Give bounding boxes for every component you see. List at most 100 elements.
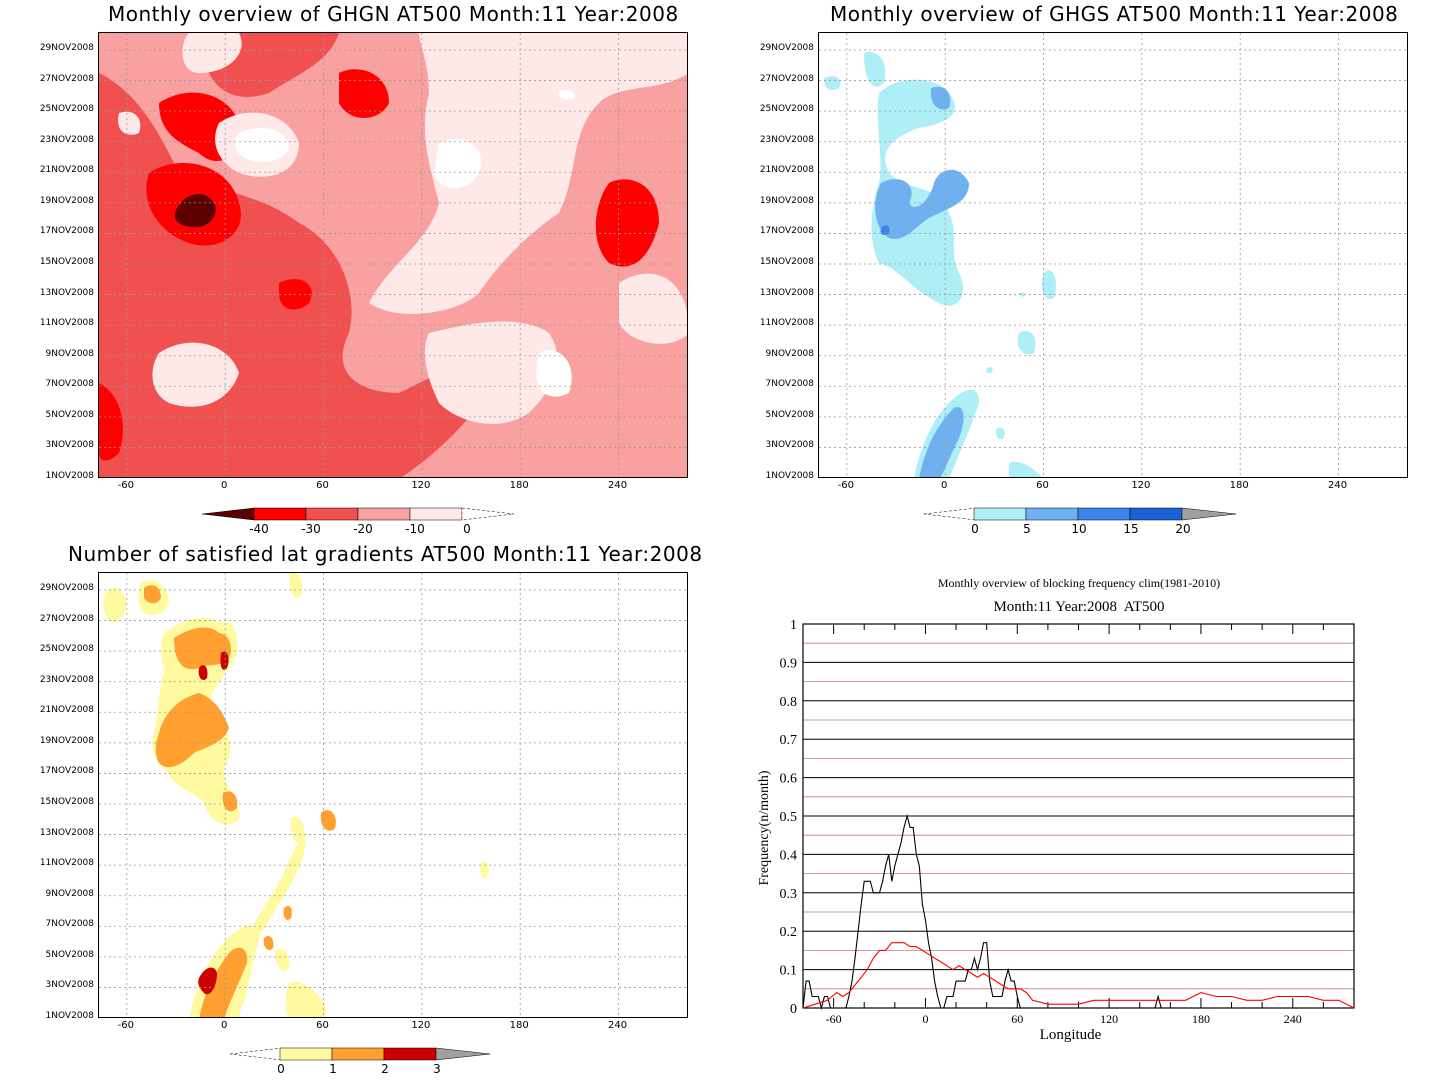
y-tick-label: 13NOV2008 — [39, 827, 94, 838]
contour-level-20 — [209, 33, 339, 97]
colorbar-label: 1 — [329, 1062, 337, 1076]
contour-level-0 — [871, 79, 963, 306]
contour-level-30 — [99, 383, 123, 461]
contour-level-0 — [1009, 461, 1043, 477]
contour-level-0 — [986, 366, 993, 374]
colorbar-swatch — [305, 507, 359, 521]
contour-level-10 — [880, 225, 890, 236]
y-tick-label: 0.8 — [780, 695, 798, 710]
x-tick-label: 180 — [1229, 480, 1249, 491]
y-tick-label: 5NOV2008 — [765, 409, 814, 420]
line-chart: 0 0.1 0.2 0.3 0.4 0.5 0.6 0.7 0.8 0.9 1 -60 0 60 120 18… — [757, 618, 1355, 1043]
contour-level-0 — [103, 587, 127, 623]
colorbar-label: 0 — [463, 522, 471, 536]
panel-ghgn: Monthly overview of GHGN AT500 Month:11 … — [0, 0, 720, 545]
y-tick-label: 3NOV2008 — [765, 440, 814, 451]
colorbar-swatch — [331, 1047, 385, 1061]
contour-level-2 — [198, 665, 208, 680]
x-tick-label: -60 — [826, 1012, 842, 1026]
contour-level-0 — [480, 861, 489, 879]
contour-level-0 — [275, 948, 290, 971]
colorbar-swatch — [973, 507, 1027, 521]
chart-title: Monthly overview of GHGN AT500 Month:11 … — [108, 2, 679, 26]
y-tick-label: 27NOV2008 — [759, 73, 814, 84]
series-line-black — [802, 813, 1354, 1011]
colorbar-swatch — [461, 507, 515, 521]
x-tick-label: 240 — [607, 480, 628, 491]
y-tick-label: 25NOV2008 — [39, 644, 94, 655]
y-tick-label: 9NOV2008 — [765, 348, 814, 359]
colorbar-label: 0 — [277, 1062, 285, 1076]
contour-level-0 — [1019, 292, 1025, 297]
y-tick-label: 13NOV2008 — [759, 287, 814, 298]
y-tick-label: 23NOV2008 — [39, 134, 94, 145]
contour-field — [99, 33, 687, 477]
contour-level-10 — [118, 111, 141, 135]
contour-level-0 — [536, 350, 572, 397]
contour-level-0 — [1017, 331, 1036, 355]
x-tick-label: 120 — [1131, 480, 1151, 491]
y-tick-label: 7NOV2008 — [765, 379, 814, 390]
contour-level-1 — [283, 906, 292, 920]
y-tick-label: 27NOV2008 — [39, 613, 94, 624]
contour-level-1 — [222, 791, 238, 812]
x-tick-label: 60 — [1036, 480, 1049, 491]
panel-ghgs: Monthly overview of GHGS AT500 Month:11 … — [720, 0, 1440, 545]
y-tick-label: 23NOV2008 — [39, 674, 94, 685]
panel-lat-gradients: Number of satisfied lat gradients AT500 … — [0, 540, 720, 1091]
contour-level-0 — [234, 128, 289, 162]
contour-level-10 — [619, 273, 687, 344]
x-tick-label: 0 — [221, 480, 228, 491]
x-tick-label: -60 — [117, 1020, 135, 1031]
contour-level-2 — [220, 651, 229, 670]
colorbar — [229, 1047, 491, 1061]
colorbar-swatch — [229, 1047, 283, 1061]
contour-level-0 — [289, 573, 303, 598]
colorbar-swatch — [1181, 507, 1237, 521]
chart-title: Monthly overview of GHGS AT500 Month:11 … — [830, 2, 1399, 26]
contour-level-1 — [155, 693, 229, 768]
x-tick-label: -60 — [117, 480, 135, 491]
x-tick-label: 180 — [509, 1020, 529, 1031]
contour-level-1 — [263, 936, 274, 950]
chart-title: Monthly overview of blocking frequency c… — [937, 576, 1221, 590]
x-tick-label: 0 — [922, 1012, 928, 1026]
x-tick-label: 180 — [509, 480, 529, 491]
chart-subtitle: Month:11 Year:2008 AT500 — [993, 599, 1165, 615]
colorbar-label: 20 — [1175, 522, 1191, 536]
y-tick-label: 7NOV2008 — [45, 919, 94, 930]
x-tick-label: 0 — [221, 1020, 228, 1031]
contour-level-5 — [875, 169, 969, 239]
x-tick-label: 60 — [1011, 1012, 1023, 1026]
x-tick-label: 120 — [411, 1020, 431, 1031]
y-tick-label: 0.3 — [780, 887, 798, 902]
colorbar-swatch — [201, 507, 255, 521]
plot-area — [98, 572, 688, 1018]
contour-field — [99, 573, 687, 1017]
y-tick-label: 23NOV2008 — [759, 134, 814, 145]
contour-field — [819, 33, 1407, 477]
x-tick-label: 0 — [941, 480, 948, 491]
y-tick-label: 15NOV2008 — [759, 257, 814, 267]
y-tick-label: 27NOV2008 — [39, 73, 94, 84]
colorbar — [201, 507, 515, 521]
contour-level-0 — [864, 52, 886, 87]
contour-level-0 — [995, 427, 1005, 440]
y-tick-label: 0 — [790, 1002, 797, 1017]
colorbar-swatch — [409, 507, 463, 521]
x-tick-label: 60 — [316, 480, 329, 491]
y-tick-label: 11NOV2008 — [39, 858, 94, 869]
contour-level-5 — [919, 407, 964, 477]
contour-level-0 — [824, 76, 841, 90]
x-tick-label: 180 — [1192, 1012, 1210, 1026]
contour-level-2 — [198, 967, 217, 995]
y-tick-label: 1NOV2008 — [45, 471, 94, 481]
y-tick-label: 29NOV2008 — [759, 43, 814, 53]
y-tick-label: 5NOV2008 — [45, 949, 94, 960]
contour-level-10 — [424, 321, 558, 424]
contour-level-0 — [285, 981, 327, 1017]
x-tick-label: 120 — [1100, 1012, 1118, 1026]
y-tick-label: 3NOV2008 — [45, 980, 94, 991]
x-tick-label: 60 — [316, 1020, 329, 1031]
contour-level-10 — [182, 33, 242, 73]
